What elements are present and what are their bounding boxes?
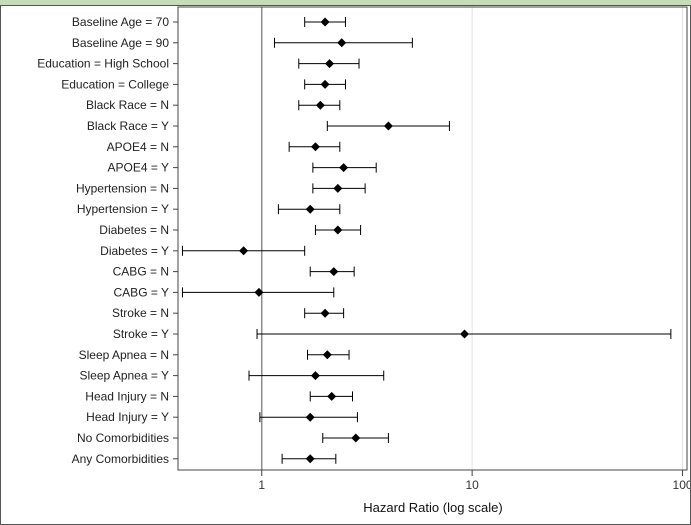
hazard-ratio-point (239, 246, 249, 256)
hazard-ratio-point (337, 38, 347, 48)
category-label: Education = High School (37, 57, 169, 71)
hazard-ratio-point (320, 79, 330, 89)
category-label: No Comorbidities (77, 431, 169, 445)
category-label: Diabetes = Y (100, 244, 169, 258)
hazard-ratio-point (320, 17, 330, 27)
category-label: Stroke = Y (113, 327, 169, 341)
hazard-ratio-point (305, 412, 315, 422)
category-label: Any Comorbidities (72, 452, 169, 466)
plot-frame (177, 6, 688, 471)
hazard-ratio-point (333, 183, 343, 193)
x-axis-title: Hazard Ratio (log scale) (363, 500, 502, 515)
category-label: Black Race = Y (87, 119, 169, 133)
hazard-ratio-point (305, 454, 315, 464)
hazard-ratio-point (310, 371, 320, 381)
category-label: APOE4 = Y (108, 161, 169, 175)
category-label: Diabetes = N (99, 223, 169, 237)
labels-layer: 1 10 100 Baseline Age = 70 Baseline Age = 90… (37, 15, 691, 492)
header-strip (0, 0, 691, 5)
marks-layer (173, 17, 672, 464)
hazard-ratio-point (460, 329, 470, 339)
category-label: APOE4 = N (107, 140, 169, 154)
hazard-ratio-point (325, 59, 335, 69)
x-tick-label: 10 (465, 478, 479, 492)
hazard-ratio-point (329, 267, 339, 277)
category-label: Head Injury = N (85, 389, 169, 403)
category-label: Stroke = N (112, 306, 169, 320)
hazard-ratio-point (383, 121, 393, 131)
hazard-ratio-point (320, 308, 330, 318)
category-label: Education = College (61, 77, 169, 91)
category-label: Baseline Age = 90 (72, 36, 169, 50)
hazard-ratio-point (315, 100, 325, 110)
category-label: Sleep Apnea = N (79, 348, 169, 362)
hazard-ratio-point (327, 391, 337, 401)
category-label: Hypertension = N (76, 181, 169, 195)
category-label: Black Race = N (86, 98, 169, 112)
hazard-ratio-point (351, 433, 361, 443)
hazard-ratio-point (322, 350, 332, 360)
category-label: CABG = Y (114, 285, 169, 299)
category-label: Baseline Age = 70 (72, 15, 169, 29)
category-label: Hypertension = Y (77, 202, 169, 216)
hazard-ratio-point (339, 163, 349, 173)
hazard-ratio-point (254, 287, 264, 297)
hazard-ratio-point (305, 204, 315, 214)
x-tick-label: 1 (258, 478, 265, 492)
x-tick-label: 100 (673, 478, 691, 492)
hazard-ratio-point (310, 142, 320, 152)
grid-layer (261, 7, 684, 476)
category-label: CABG = N (113, 265, 169, 279)
category-label: Head Injury = Y (86, 410, 169, 424)
category-label: Sleep Apnea = Y (79, 369, 169, 383)
hazard-ratio-point (333, 225, 343, 235)
